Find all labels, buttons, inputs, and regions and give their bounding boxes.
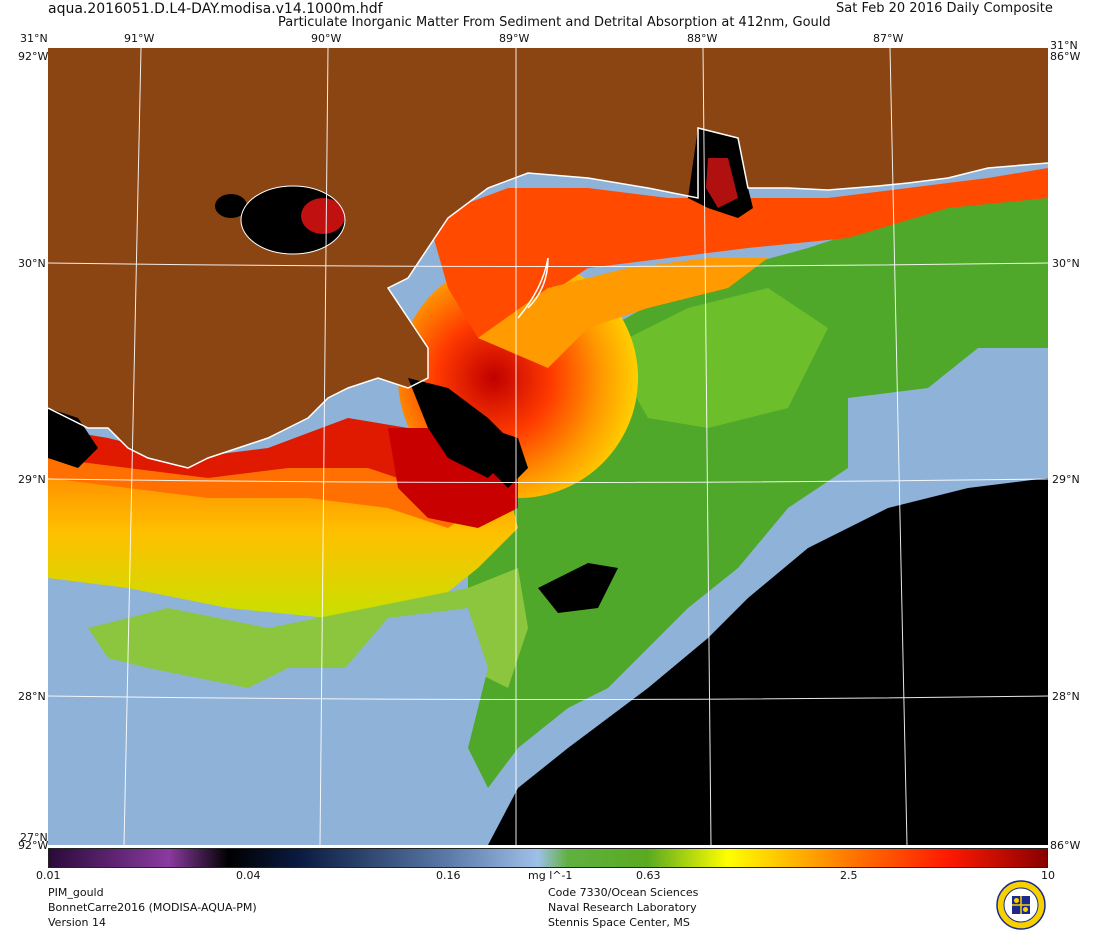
- colorbar-tick-2-5: 2.5: [840, 869, 858, 882]
- colorbar: [48, 848, 1048, 868]
- map-title: Particulate Inorganic Matter From Sedime…: [278, 15, 831, 30]
- meridian-91w: [123, 48, 142, 845]
- lon-label-88w: 88°W: [687, 32, 718, 45]
- satellite-map: [48, 48, 1048, 845]
- lat-label-29n-right: 29°N: [1052, 473, 1080, 486]
- file-name: aqua.2016051.D.L4-DAY.modisa.v14.1000m.h…: [48, 1, 383, 17]
- parallel-29n: [48, 478, 1048, 483]
- colorbar-tick-0-16: 0.16: [436, 869, 461, 882]
- lat-label-30n-right: 30°N: [1052, 257, 1080, 270]
- corner-bottom-right-lon: 86°W: [1050, 839, 1081, 852]
- meridian-88w: [702, 48, 712, 845]
- lake-pontchartrain-shore: [240, 185, 346, 255]
- lat-label-28n-left: 28°N: [18, 690, 46, 703]
- composite-date: Sat Feb 20 2016 Daily Composite: [836, 1, 1053, 16]
- lon-label-87w: 87°W: [873, 32, 904, 45]
- org-code: Code 7330/Ocean Sciences: [548, 886, 699, 899]
- lake-pontchartrain-turbid: [301, 198, 345, 234]
- green-shelf-west: [88, 568, 528, 688]
- org-lab: Naval Research Laboratory: [548, 901, 697, 914]
- product-name: PIM_gould: [48, 886, 104, 899]
- parallel-30n: [48, 262, 1048, 267]
- colorbar-tick-0-63: 0.63: [636, 869, 661, 882]
- corner-top-right-lat: 31°N: [1050, 39, 1078, 52]
- parallel-28n: [48, 695, 1048, 700]
- corner-top-right-lon: 86°W: [1050, 50, 1081, 63]
- corner-top-left-lon: 92°W: [18, 50, 49, 63]
- land: [48, 48, 1048, 468]
- lat-label-30n-left: 30°N: [18, 257, 46, 270]
- coastline: [48, 127, 1048, 469]
- meridian-87w: [889, 48, 908, 845]
- lon-label-91w: 91°W: [124, 32, 155, 45]
- colorbar-tick-0-04: 0.04: [236, 869, 261, 882]
- nrl-seal-logo: [996, 880, 1046, 930]
- lat-label-28n-right: 28°N: [1052, 690, 1080, 703]
- lon-label-89w: 89°W: [499, 32, 530, 45]
- meridian-90w: [319, 48, 329, 845]
- deep-water-no-data: [488, 478, 1048, 845]
- offshore-blue-west: [48, 608, 488, 845]
- marsh-west: [48, 408, 98, 468]
- graticule: [48, 48, 1048, 845]
- coastal-red-west: [48, 418, 448, 488]
- corner-bottom-left-lon: 92°W: [18, 839, 49, 852]
- project-name: BonnetCarre2016 (MODISA-AQUA-PM): [48, 901, 257, 914]
- mississippi-sound-outer: [478, 258, 768, 368]
- colorbar-unit: mg l^-1: [528, 869, 573, 882]
- version-label: Version 14: [48, 916, 106, 929]
- colorbar-tick-0-01: 0.01: [36, 869, 61, 882]
- lat-label-29n-left: 29°N: [18, 473, 46, 486]
- shelf-no-data-patch: [538, 563, 618, 613]
- mobile-bay-turbid: [706, 158, 738, 208]
- colorbar-tick-10: 10: [1041, 869, 1055, 882]
- lon-label-90w: 90°W: [311, 32, 342, 45]
- colorbar-gradient: [49, 849, 1047, 867]
- birdsfoot-delta: [488, 428, 528, 488]
- lake-maurepas: [215, 194, 247, 218]
- chandeleur-islands: [517, 257, 549, 319]
- org-location: Stennis Space Center, MS: [548, 916, 690, 929]
- green-light-patch: [608, 288, 828, 428]
- corner-bottom-left-lat: 27°N: [20, 831, 48, 844]
- corner-top-left-lat: 31°N: [20, 32, 48, 45]
